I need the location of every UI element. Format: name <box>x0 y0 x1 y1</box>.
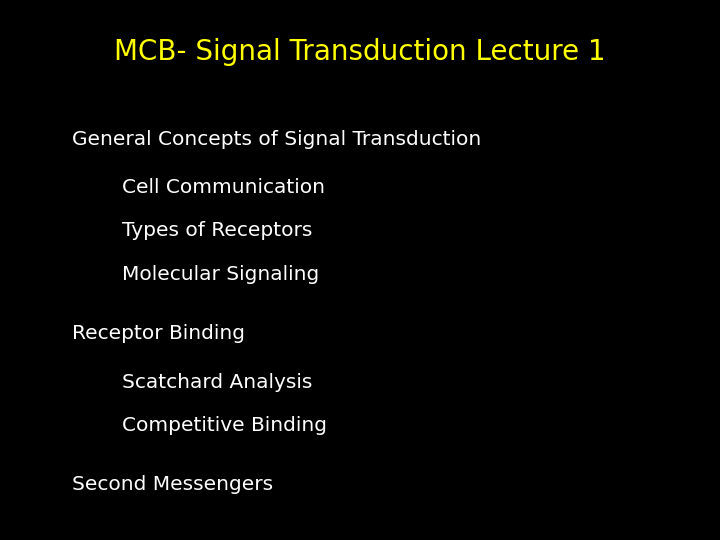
Text: Receptor Binding: Receptor Binding <box>72 324 245 343</box>
Text: Competitive Binding: Competitive Binding <box>122 416 328 435</box>
Text: General Concepts of Signal Transduction: General Concepts of Signal Transduction <box>72 130 481 148</box>
Text: Molecular Signaling: Molecular Signaling <box>122 265 320 284</box>
Text: Cell Communication: Cell Communication <box>122 178 325 197</box>
Text: Second Messengers: Second Messengers <box>72 475 273 494</box>
Text: Types of Receptors: Types of Receptors <box>122 221 312 240</box>
Text: Scatchard Analysis: Scatchard Analysis <box>122 373 312 392</box>
Text: MCB- Signal Transduction Lecture 1: MCB- Signal Transduction Lecture 1 <box>114 38 606 66</box>
